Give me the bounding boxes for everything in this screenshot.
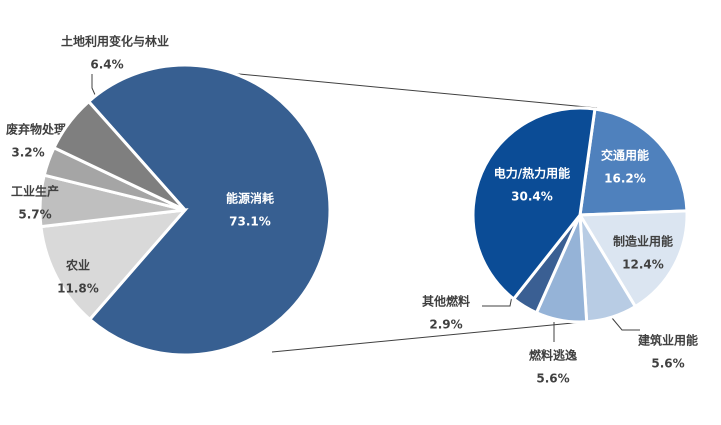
slice-label: 建筑业用能: [637, 333, 698, 348]
pie-slice: [471, 106, 597, 302]
slice-value-label: 73.1%: [229, 215, 271, 229]
slice-label: 能源消耗: [226, 191, 274, 206]
slice-label: 其他燃料: [422, 294, 470, 309]
slice-label: 工业生产: [11, 184, 59, 199]
pie-slice: [577, 209, 689, 309]
slice-value-label: 5.7%: [18, 208, 51, 222]
slice-value-label: 12.4%: [622, 258, 664, 272]
slice-label: 制造业用能: [613, 234, 673, 249]
slice-label: 交通用能: [601, 148, 649, 163]
slice-label: 电力/热力用能: [494, 166, 570, 181]
pie-slice: [86, 63, 332, 357]
pie-slice: [52, 99, 187, 212]
slice-value-label: 2.9%: [429, 318, 462, 332]
slice-label: 农业: [65, 258, 90, 273]
pie-slice: [578, 107, 689, 217]
slice-label: 废弃物处理: [6, 122, 66, 137]
connector-line: [217, 71, 598, 109]
slice-value-label: 11.8%: [57, 282, 99, 296]
slice-value-label: 5.6%: [536, 372, 569, 386]
slice-value-label: 6.4%: [90, 58, 123, 72]
pie-slice: [39, 208, 189, 322]
leader-line: [611, 317, 640, 331]
connector-line: [271, 321, 584, 353]
slice-value-label: 30.4%: [511, 190, 553, 204]
leader-line: [482, 295, 513, 307]
slice-label: 土地利用变化与林业: [61, 34, 169, 49]
slice-value-label: 5.6%: [651, 357, 684, 371]
slice-value-label: 3.2%: [11, 146, 44, 160]
slice-value-label: 16.2%: [604, 172, 646, 186]
slice-label: 燃料逃逸: [529, 348, 577, 363]
